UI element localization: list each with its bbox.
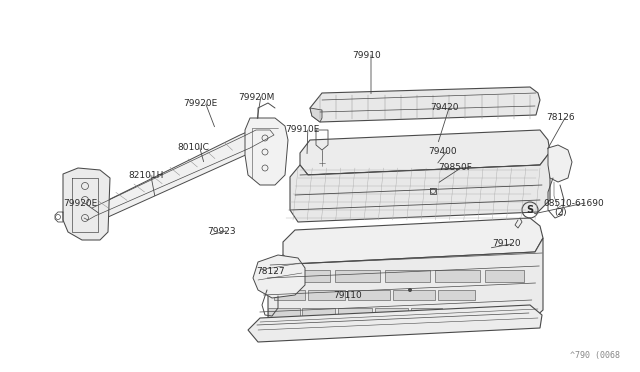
Text: ^790 (0068: ^790 (0068 (570, 351, 620, 360)
Polygon shape (485, 270, 524, 282)
Polygon shape (268, 238, 543, 335)
Circle shape (408, 288, 412, 292)
Text: 79923: 79923 (207, 227, 236, 235)
Polygon shape (308, 290, 345, 300)
Polygon shape (274, 290, 305, 300)
Polygon shape (248, 305, 542, 342)
Polygon shape (253, 255, 305, 298)
Polygon shape (375, 308, 408, 318)
Text: 79420: 79420 (430, 103, 458, 112)
Polygon shape (385, 270, 430, 282)
Text: 79910: 79910 (352, 51, 381, 60)
Text: 78127: 78127 (256, 266, 285, 276)
Text: 79120: 79120 (492, 240, 520, 248)
Polygon shape (393, 290, 435, 300)
Polygon shape (435, 270, 480, 282)
Text: 79920E: 79920E (183, 99, 217, 109)
Polygon shape (338, 308, 372, 318)
Polygon shape (74, 128, 275, 226)
Polygon shape (63, 168, 110, 240)
Polygon shape (290, 152, 550, 222)
Polygon shape (310, 87, 540, 122)
Text: 82101H: 82101H (128, 170, 163, 180)
Polygon shape (411, 308, 442, 318)
Text: 79920E: 79920E (63, 199, 97, 208)
Polygon shape (268, 308, 300, 318)
Text: 78126: 78126 (546, 113, 575, 122)
Text: 79910E: 79910E (285, 125, 319, 135)
Text: 79850F: 79850F (438, 164, 472, 173)
Polygon shape (348, 290, 390, 300)
Polygon shape (335, 270, 380, 282)
Polygon shape (283, 218, 543, 264)
Polygon shape (74, 205, 97, 226)
Polygon shape (438, 290, 475, 300)
Text: 08510-61690: 08510-61690 (543, 199, 604, 208)
Text: (2): (2) (554, 208, 566, 218)
Text: 79110: 79110 (333, 291, 362, 299)
Polygon shape (300, 130, 550, 175)
Polygon shape (302, 308, 335, 318)
Text: 8010lC: 8010lC (177, 144, 209, 153)
Polygon shape (310, 108, 322, 122)
Text: S: S (527, 205, 534, 215)
Polygon shape (245, 118, 288, 185)
Text: 79920M: 79920M (238, 93, 275, 102)
Text: 79400: 79400 (428, 147, 456, 155)
Polygon shape (290, 270, 330, 282)
Polygon shape (548, 145, 572, 182)
